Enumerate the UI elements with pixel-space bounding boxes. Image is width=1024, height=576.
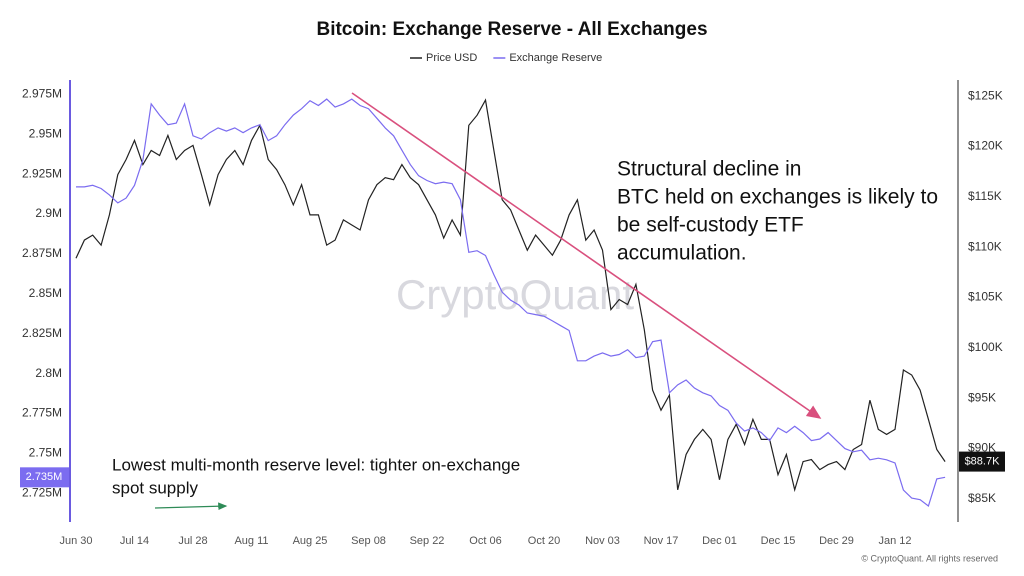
- pointer-arrow: [154, 502, 228, 511]
- x-tick-label: Nov 03: [585, 535, 620, 547]
- x-tick-label: Jan 12: [878, 535, 911, 547]
- y2-tick-label: $120K: [968, 139, 1003, 153]
- y-tick-label: 2.75M: [29, 446, 62, 460]
- series-line: [75, 98, 946, 493]
- annotation: be self-custody ETF: [617, 214, 804, 237]
- last-value-badge: [959, 451, 1005, 472]
- x-tick-label: Dec 01: [702, 535, 737, 547]
- x-tick-label: Jul 14: [120, 535, 149, 547]
- y2-tick-label: $95K: [968, 390, 996, 404]
- y-tick-label: 2.925M: [22, 166, 62, 180]
- x-tick-label: Oct 06: [469, 535, 501, 547]
- legend-label: Exchange Reserve: [509, 52, 602, 64]
- trend-arrow: [351, 92, 822, 419]
- y2-tick-label: $90K: [968, 441, 996, 455]
- legend-label: Price USD: [426, 52, 477, 64]
- x-tick-label: Jul 28: [178, 535, 207, 547]
- y-tick-label: 2.775M: [22, 406, 62, 420]
- x-tick-label: Aug 25: [293, 535, 328, 547]
- annotation: BTC held on exchanges is likely to: [617, 186, 938, 209]
- y2-tick-label: $100K: [968, 340, 1003, 354]
- y-tick-label: 2.8M: [35, 366, 62, 380]
- x-tick-label: Aug 11: [234, 535, 268, 547]
- annotation: spot supply: [112, 478, 198, 497]
- x-tick-label: Oct 20: [528, 535, 560, 547]
- x-tick-label: Sep 22: [410, 535, 445, 547]
- chart-title: Bitcoin: Exchange Reserve - All Exchange…: [316, 19, 707, 40]
- watermark: CryptoQuant: [396, 271, 634, 318]
- footer: © CryptoQuant. All rights reserved: [861, 553, 998, 563]
- y2-tick-label: $105K: [968, 290, 1003, 304]
- annotation: Lowest multi-month reserve level: tighte…: [112, 455, 520, 474]
- y-tick-label: 2.975M: [22, 87, 62, 101]
- annotation: accumulation.: [617, 242, 747, 265]
- y-tick-label: 2.875M: [22, 246, 62, 260]
- x-tick-label: Dec 15: [761, 535, 796, 547]
- y-tick-label: 2.9M: [35, 206, 62, 220]
- series-line: [76, 98, 946, 507]
- x-tick-label: Sep 08: [351, 535, 386, 547]
- y2-tick-label: $110K: [968, 239, 1002, 253]
- y2-tick-label: $125K: [968, 88, 1003, 102]
- last-value-label: $88.7K: [965, 455, 1001, 467]
- y2-tick-label: $85K: [968, 491, 996, 505]
- x-tick-label: Dec 29: [819, 535, 854, 547]
- y-tick-label: 2.95M: [29, 126, 62, 140]
- last-value-badge: [20, 467, 69, 488]
- y-tick-label: 2.725M: [22, 485, 62, 499]
- y2-tick-label: $115K: [968, 189, 1002, 203]
- last-value-label: 2.735M: [26, 471, 63, 483]
- y-tick-label: 2.825M: [22, 326, 62, 340]
- y-tick-label: 2.85M: [29, 286, 62, 300]
- annotation: Structural decline in: [617, 158, 801, 181]
- x-tick-label: Nov 17: [644, 535, 679, 547]
- x-tick-label: Jun 30: [59, 535, 92, 547]
